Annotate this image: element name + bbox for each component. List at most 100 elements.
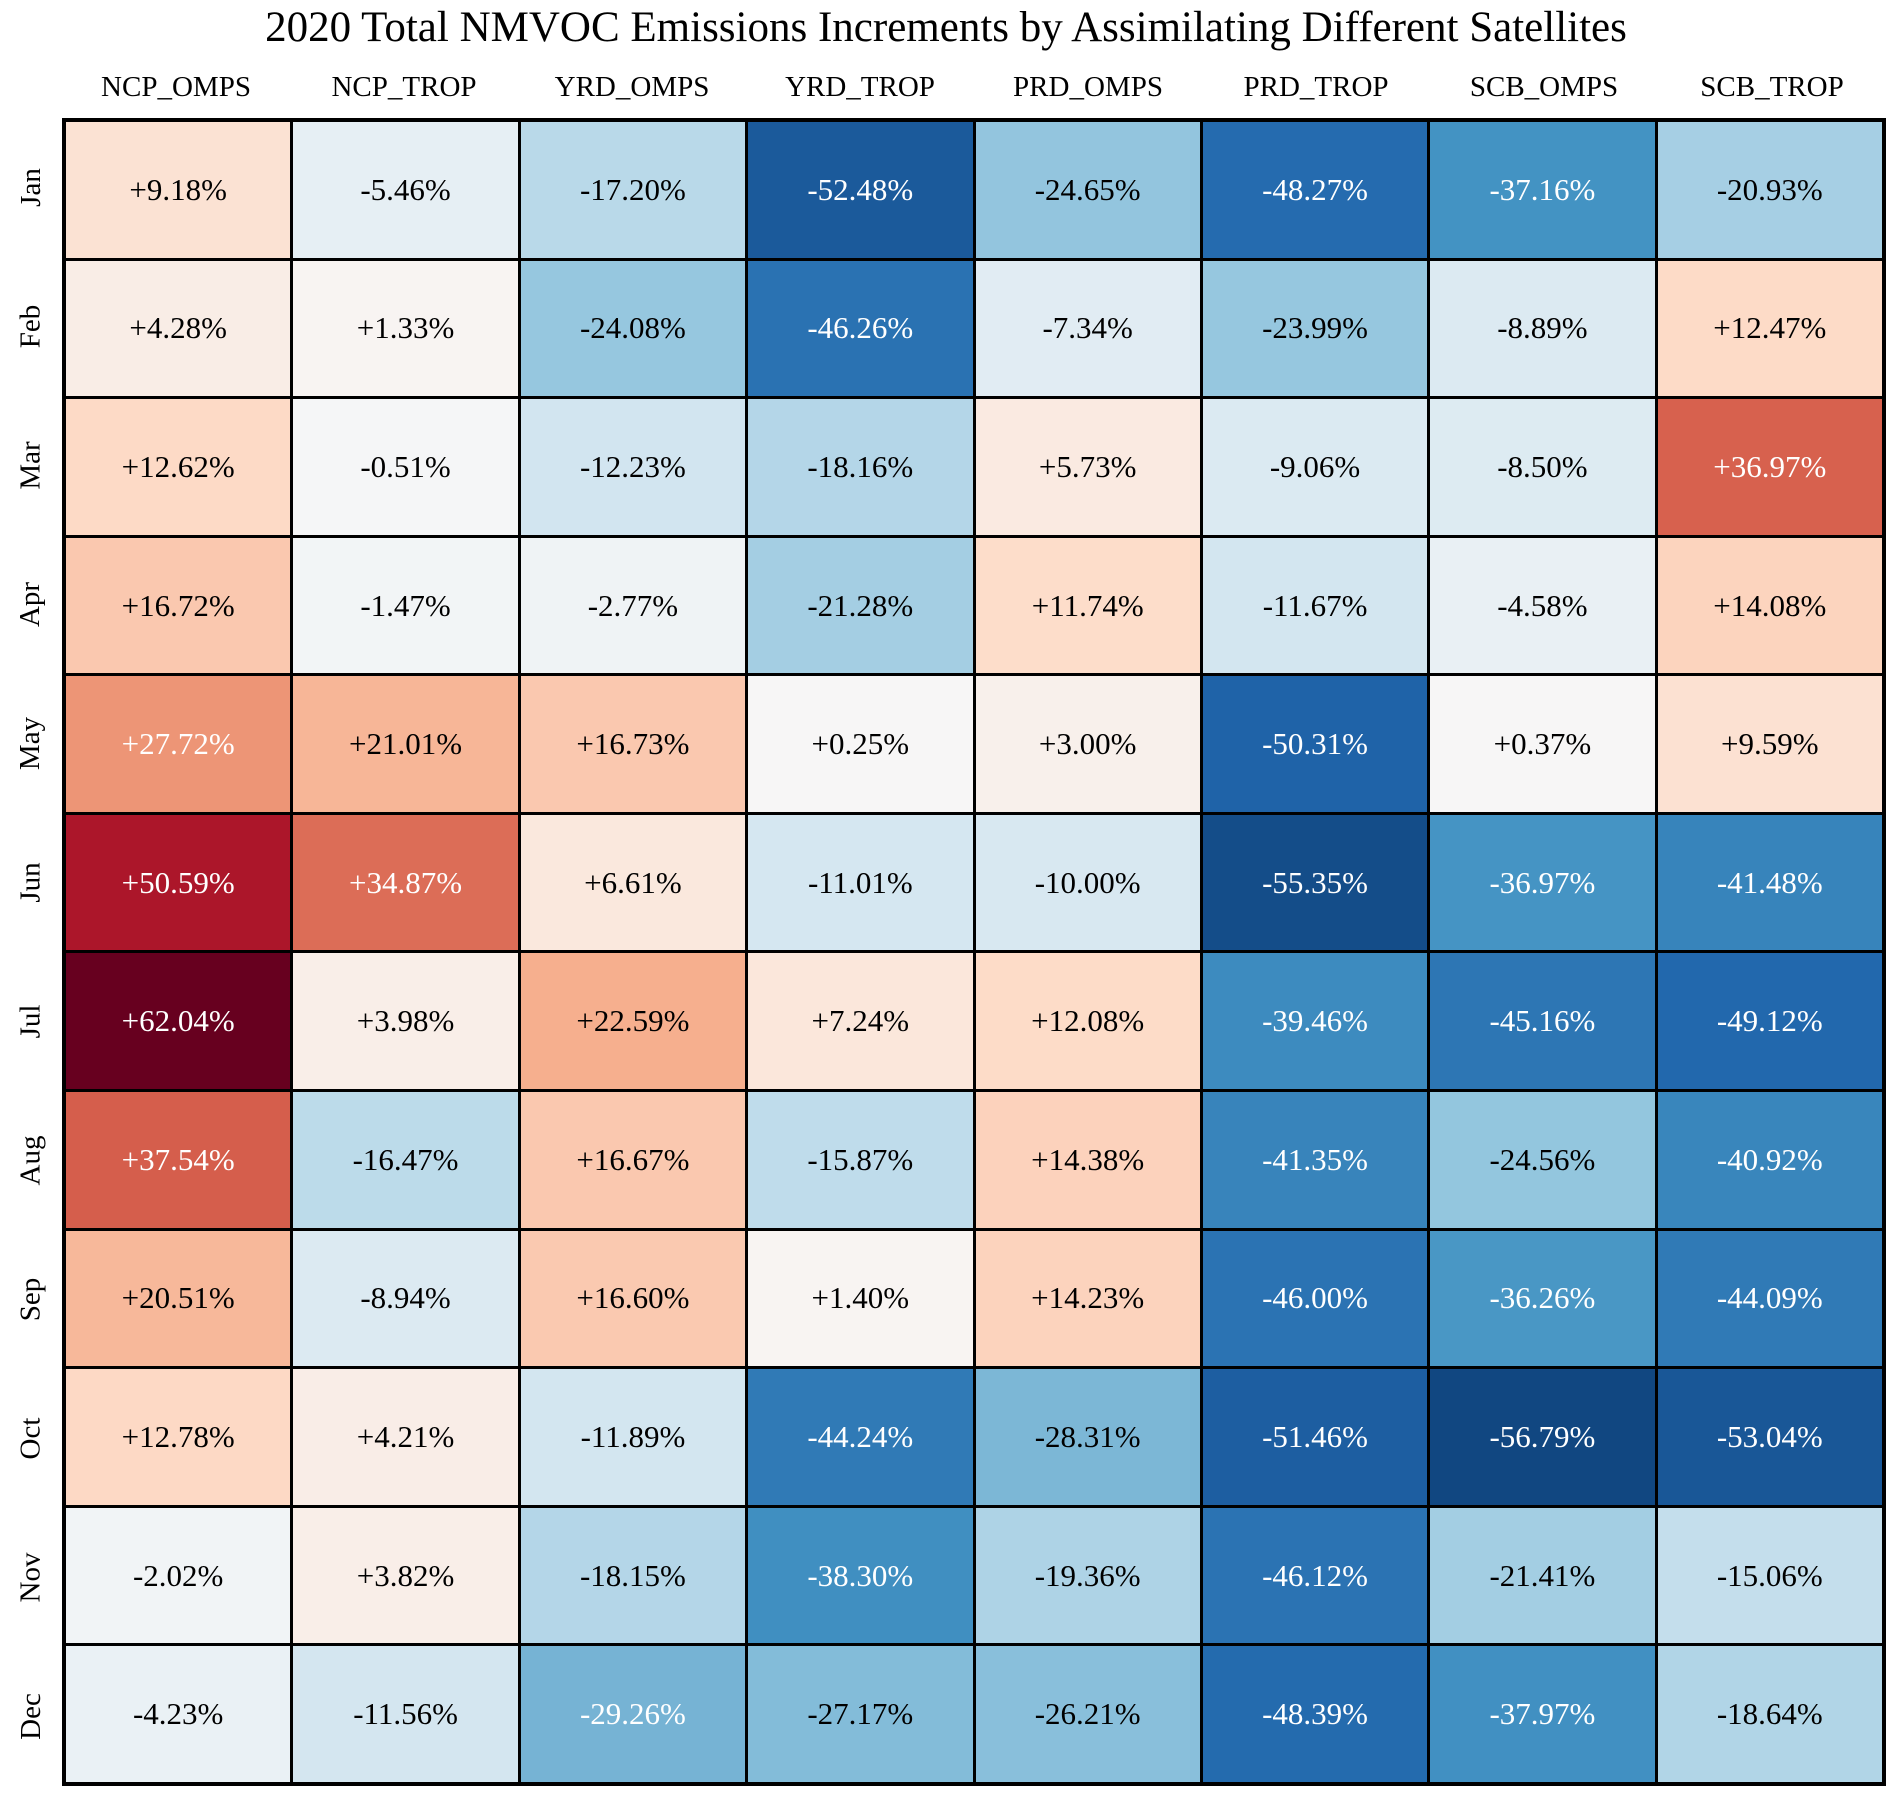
heatmap-grid: +9.18% -5.46% -17.20% -52.48% -24.65% -48.27%…: [62, 118, 1886, 1786]
heatmap-cell: +3.00%: [975, 676, 1200, 812]
row-label-text: Mar: [14, 441, 47, 490]
heatmap-cell: -18.64%: [1657, 1646, 1882, 1782]
heatmap-cell: -48.39%: [1202, 1646, 1428, 1782]
row-label: Jan: [0, 118, 62, 257]
column-header: YRD_TROP: [785, 71, 935, 103]
heatmap-cell: -21.28%: [748, 537, 973, 674]
heatmap-cell: +11.74%: [975, 537, 1200, 674]
heatmap-cell: +12.08%: [975, 953, 1200, 1090]
row-label: Feb: [0, 257, 62, 396]
heatmap-cell: -10.00%: [975, 814, 1200, 951]
column-header: SCB_OMPS: [1469, 71, 1619, 103]
heatmap-cell: +3.98%: [293, 953, 518, 1090]
heatmap-cell: -41.48%: [1657, 814, 1882, 951]
heatmap-cell: -18.15%: [520, 1507, 746, 1644]
heatmap-cell: -28.31%: [975, 1369, 1200, 1505]
heatmap-cell: -24.56%: [1430, 1092, 1655, 1228]
column-header: PRD_OMPS: [1013, 71, 1163, 103]
heatmap-cell: +36.97%: [1657, 399, 1882, 535]
row-label-text: Apr: [14, 581, 47, 628]
heatmap-cell: -8.89%: [1430, 260, 1655, 397]
row-label-text: Jan: [14, 168, 47, 207]
column-header: PRD_TROP: [1243, 71, 1389, 103]
heatmap-cell: -44.09%: [1657, 1230, 1882, 1367]
heatmap-cell: +9.18%: [66, 122, 291, 258]
row-label-text: Nov: [14, 1552, 47, 1603]
heatmap-cell: -45.16%: [1430, 953, 1655, 1090]
row-label-text: Feb: [14, 304, 47, 349]
heatmap-cell: +50.59%: [66, 814, 291, 951]
heatmap-cell: -40.92%: [1657, 1092, 1882, 1228]
heatmap-cell: +1.40%: [748, 1230, 973, 1367]
heatmap-cell: -46.12%: [1202, 1507, 1428, 1644]
heatmap-cell: -7.34%: [975, 260, 1200, 397]
heatmap-cell: -15.87%: [748, 1092, 973, 1228]
heatmap-cell: +27.72%: [66, 676, 291, 812]
heatmap-cell: -44.24%: [748, 1369, 973, 1505]
row-label: Nov: [0, 1508, 62, 1647]
heatmap-cell: -2.77%: [520, 537, 746, 674]
row-label: Mar: [0, 396, 62, 535]
heatmap-cell: -8.50%: [1430, 399, 1655, 535]
heatmap-cell: -23.99%: [1202, 260, 1428, 397]
heatmap-cell: +16.67%: [520, 1092, 746, 1228]
heatmap-cell: -39.46%: [1202, 953, 1428, 1090]
heatmap-cell: -19.36%: [975, 1507, 1200, 1644]
column-header: NCP_TROP: [331, 71, 477, 103]
heatmap-cell: -55.35%: [1202, 814, 1428, 951]
heatmap-cell: +62.04%: [66, 953, 291, 1090]
heatmap-cell: -50.31%: [1202, 676, 1428, 812]
heatmap-cell: +14.38%: [975, 1092, 1200, 1228]
heatmap-cell: -26.21%: [975, 1646, 1200, 1782]
column-headers: NCP_OMPS NCP_TROP YRD_OMPS YRD_TROP PRD_OMPS…: [62, 58, 1886, 110]
heatmap-cell: -36.97%: [1430, 814, 1655, 951]
heatmap-cell: -12.23%: [520, 399, 746, 535]
heatmap-cell: -53.04%: [1657, 1369, 1882, 1505]
heatmap-cell: -37.16%: [1430, 122, 1655, 258]
heatmap-cell: -36.26%: [1430, 1230, 1655, 1367]
row-label: Oct: [0, 1369, 62, 1508]
heatmap-cell: -11.89%: [520, 1369, 746, 1505]
row-label-text: Oct: [14, 1417, 47, 1460]
heatmap-cell: +16.73%: [520, 676, 746, 812]
row-label: Jun: [0, 813, 62, 952]
heatmap-cell: -37.97%: [1430, 1646, 1655, 1782]
row-label-text: Aug: [14, 1135, 47, 1186]
heatmap-cell: -52.48%: [748, 122, 973, 258]
heatmap-cell: +16.72%: [66, 537, 291, 674]
heatmap-cell: -8.94%: [293, 1230, 518, 1367]
heatmap-cell: -15.06%: [1657, 1507, 1882, 1644]
column-header: SCB_TROP: [1700, 71, 1844, 103]
heatmap-cell: -48.27%: [1202, 122, 1428, 258]
chart-title: 2020 Total NMVOC Emissions Increments by…: [265, 4, 1627, 51]
heatmap-cell: +0.25%: [748, 676, 973, 812]
heatmap-cell: -27.17%: [748, 1646, 973, 1782]
heatmap-cell: -38.30%: [748, 1507, 973, 1644]
row-label-text: Dec: [14, 1693, 47, 1740]
heatmap-cell: -0.51%: [293, 399, 518, 535]
heatmap-cell: -1.47%: [293, 537, 518, 674]
heatmap-cell: +7.24%: [748, 953, 973, 1090]
heatmap-cell: +14.08%: [1657, 537, 1882, 674]
row-label: Sep: [0, 1230, 62, 1369]
row-labels: Jan Feb Mar Apr May Jun Jul Aug Sep Oct Nov Dec: [0, 118, 62, 1786]
row-label-text: May: [14, 716, 47, 771]
heatmap-cell: -4.58%: [1430, 537, 1655, 674]
heatmap-cell: -5.46%: [293, 122, 518, 258]
row-label: May: [0, 674, 62, 813]
heatmap-cell: +12.62%: [66, 399, 291, 535]
heatmap-cell: +6.61%: [520, 814, 746, 951]
heatmap-cell: +22.59%: [520, 953, 746, 1090]
heatmap-cell: -2.02%: [66, 1507, 291, 1644]
heatmap-cell: -18.16%: [748, 399, 973, 535]
column-header: YRD_OMPS: [554, 71, 710, 103]
heatmap-cell: -17.20%: [520, 122, 746, 258]
heatmap-cell: -56.79%: [1430, 1369, 1655, 1505]
heatmap-cell: -11.01%: [748, 814, 973, 951]
heatmap-cell: +12.47%: [1657, 260, 1882, 397]
heatmap-cell: +4.28%: [66, 260, 291, 397]
heatmap-cell: -41.35%: [1202, 1092, 1428, 1228]
heatmap-cell: -49.12%: [1657, 953, 1882, 1090]
heatmap-cell: -16.47%: [293, 1092, 518, 1228]
heatmap-cell: -4.23%: [66, 1646, 291, 1782]
